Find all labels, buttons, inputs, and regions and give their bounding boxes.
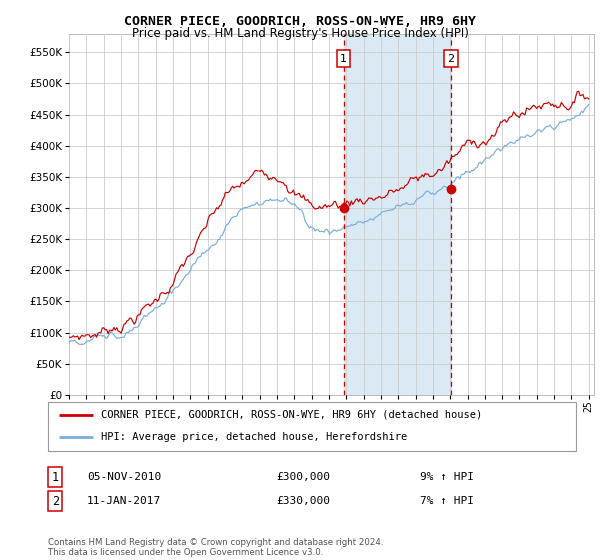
Text: CORNER PIECE, GOODRICH, ROSS-ON-WYE, HR9 6HY (detached house): CORNER PIECE, GOODRICH, ROSS-ON-WYE, HR9… [101, 410, 482, 420]
Text: £300,000: £300,000 [276, 472, 330, 482]
Text: 1: 1 [340, 54, 347, 63]
Text: 7% ↑ HPI: 7% ↑ HPI [420, 496, 474, 506]
Text: 1: 1 [52, 470, 59, 484]
Text: 9% ↑ HPI: 9% ↑ HPI [420, 472, 474, 482]
Text: 2: 2 [448, 54, 454, 63]
Text: £330,000: £330,000 [276, 496, 330, 506]
Text: 05-NOV-2010: 05-NOV-2010 [87, 472, 161, 482]
Text: Price paid vs. HM Land Registry's House Price Index (HPI): Price paid vs. HM Land Registry's House … [131, 27, 469, 40]
Bar [344, 34, 451, 395]
Text: HPI: Average price, detached house, Herefordshire: HPI: Average price, detached house, Here… [101, 432, 407, 442]
Text: 2: 2 [52, 494, 59, 508]
Text: CORNER PIECE, GOODRICH, ROSS-ON-WYE, HR9 6HY: CORNER PIECE, GOODRICH, ROSS-ON-WYE, HR9… [124, 15, 476, 27]
Text: 11-JAN-2017: 11-JAN-2017 [87, 496, 161, 506]
Text: Contains HM Land Registry data © Crown copyright and database right 2024.
This d: Contains HM Land Registry data © Crown c… [48, 538, 383, 557]
